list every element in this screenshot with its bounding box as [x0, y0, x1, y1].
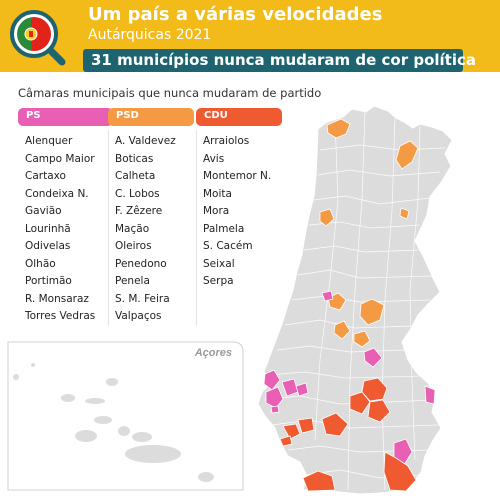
headline-banner: 31 municípios nunca mudaram de cor polít… [83, 49, 476, 72]
map-palmela [297, 417, 315, 434]
map-f-zezere [333, 320, 351, 340]
map-r-monsaraz [393, 438, 413, 466]
list-item: Serpa [203, 275, 234, 287]
list-item: Montemor N. [203, 170, 272, 182]
list-item: Boticas [115, 152, 154, 165]
list-item: Portimão [25, 275, 72, 287]
list-item: Penedono [115, 257, 167, 270]
azores-inset: Açores [7, 341, 244, 491]
legend-heading: Câmaras municipais que nunca mudaram de … [18, 86, 322, 100]
portugal-flag-icon [17, 17, 51, 51]
column-divider [108, 130, 109, 326]
map-lourinha [263, 369, 281, 391]
azores-label: Açores [194, 347, 232, 359]
list-item: Cartaxo [25, 170, 66, 182]
map-campo-maior [424, 385, 436, 405]
map-moita [282, 423, 301, 440]
list-item: Gavião [25, 205, 62, 217]
list-item: A. Valdevez [115, 135, 176, 147]
list-item: F. Zêzere [115, 205, 163, 217]
map-avis [361, 377, 388, 402]
map-cartaxo [295, 382, 309, 397]
municipality-borders [263, 111, 446, 491]
map-torres-vedras [265, 386, 284, 409]
list-item: S. M. Feira [115, 292, 170, 305]
list-item: Alenquer [25, 135, 73, 147]
list-item: Torres Vedras [25, 310, 96, 322]
column-divider [196, 130, 197, 326]
list-item: Campo Maior [25, 152, 95, 165]
map-montemor-n [321, 412, 349, 437]
list-item: C. Lobos [115, 187, 160, 200]
ps-municipalities [263, 290, 436, 466]
badge-cdu-label: CDU [204, 110, 228, 121]
map-alenquer [281, 378, 299, 397]
map-condeixa [321, 290, 334, 302]
list-item: Palmela [203, 222, 245, 235]
map-s-m-feira [319, 208, 335, 227]
map-mora [349, 391, 371, 415]
psd-municipalities [319, 118, 419, 348]
list-item: Avis [203, 152, 225, 165]
list-item: Olhão [25, 257, 56, 270]
map-a-valdevez [326, 118, 351, 139]
map-penedono [399, 207, 410, 220]
cdu-municipality-list: Arraiolos Avis Montemor N. Moita Mora Pa… [203, 133, 271, 291]
map-penela [327, 292, 347, 311]
list-item: Lourinhã [25, 222, 71, 235]
badge-ps-label: PS [26, 110, 41, 121]
list-item: Penela [115, 275, 150, 287]
list-item: S. Cacém [203, 240, 253, 252]
map-oleiros [359, 298, 385, 326]
map-boticas-valpacos [395, 140, 419, 170]
map-odivelas [270, 405, 280, 414]
badge-cdu: CDU [196, 108, 282, 126]
list-item: Mação [115, 222, 150, 235]
list-item: Seixal [203, 257, 235, 270]
list-item: Odivelas [25, 240, 71, 252]
azores-islands [13, 363, 214, 482]
psd-municipality-list: A. Valdevez Boticas Calheta C. Lobos F. … [115, 133, 176, 326]
list-item: Moita [203, 187, 232, 200]
list-item: Arraiolos [203, 135, 250, 147]
map-serpa [383, 451, 417, 492]
map-arraiolos [367, 399, 391, 423]
cdu-municipalities [279, 377, 417, 492]
mainland-portugal [257, 105, 453, 495]
magnifier-icon [10, 10, 66, 66]
headline-text: 31 municípios nunca mudaram de cor polít… [91, 51, 477, 69]
list-item: Valpaços [115, 310, 162, 322]
ps-municipality-list: Alenquer Campo Maior Cartaxo Condeixa N.… [25, 133, 95, 326]
page-title: Um país a várias velocidades [88, 4, 383, 25]
list-item: Calheta [115, 170, 156, 182]
badge-psd: PSD [108, 108, 194, 126]
page-subtitle: Autárquicas 2021 [88, 27, 212, 43]
list-item: Mora [203, 205, 230, 217]
list-item: Condeixa N. [25, 187, 89, 200]
map-macao [353, 330, 371, 348]
map-s-cacem [302, 470, 336, 492]
list-item: R. Monsaraz [25, 292, 89, 305]
badge-ps: PS [18, 108, 113, 126]
list-item: Oleiros [115, 240, 152, 252]
map-gaviao [363, 347, 383, 368]
header-bar: Um país a várias velocidades Autárquicas… [0, 0, 500, 72]
map-seixal [279, 435, 293, 447]
badge-psd-label: PSD [116, 110, 139, 121]
